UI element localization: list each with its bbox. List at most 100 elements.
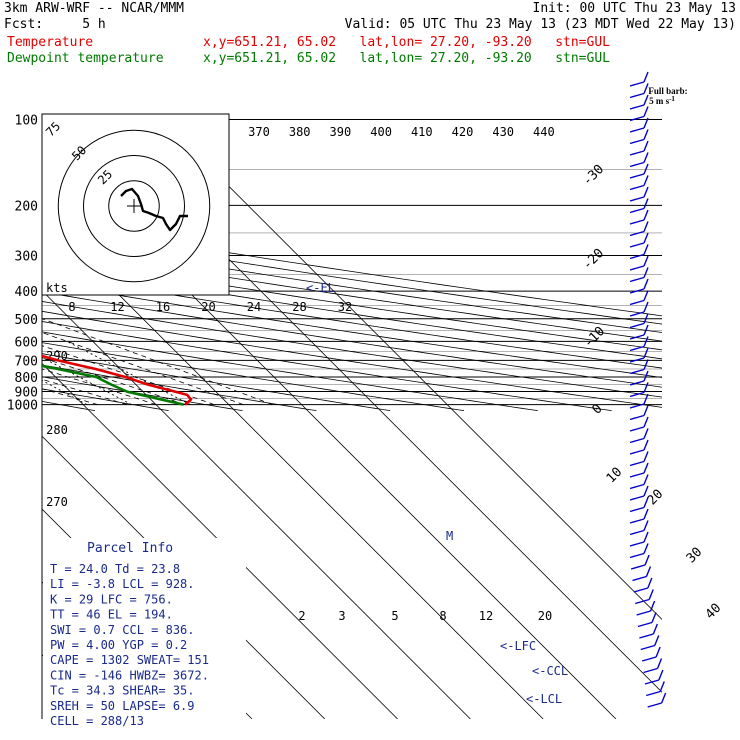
parcel-row: LI = -3.8 LCL = 928. — [50, 577, 195, 591]
temperature-legend-info: x,y=651.21, 65.02 lat,lon= 27.20, -93.20… — [203, 35, 610, 50]
wind-barb — [629, 506, 645, 513]
moist-adiabat — [42, 357, 186, 405]
pressure-label: 1000 — [7, 399, 38, 414]
wind-barb-flag — [643, 83, 649, 94]
wind-barb-flag — [643, 94, 649, 106]
wind-barb-flag — [643, 347, 649, 359]
theta-label-left: 280 — [46, 423, 68, 437]
barb-legend-value: 5 m s-1 — [649, 95, 675, 106]
wind-barb-flag — [643, 439, 649, 451]
wind-barb — [629, 483, 645, 490]
wind-barb — [629, 230, 645, 237]
theta-label: 400 — [370, 125, 392, 139]
wind-barb — [635, 598, 650, 605]
dry-adiabat — [42, 388, 169, 411]
wind-barb — [629, 299, 645, 306]
wind-barb-flag — [649, 600, 656, 612]
wind-barb-flag — [643, 301, 649, 313]
wind-barb-flag — [659, 681, 665, 692]
dewpoint-profile — [42, 364, 184, 406]
wind-barb — [629, 334, 645, 340]
parcel-info-box: Parcel Info T = 24.0 Td = 23.8LI = -3.8 L… — [43, 538, 246, 728]
wind-barb — [633, 587, 649, 593]
level-markers: <-EL <-LFC <-CCL <-LCL M — [306, 281, 568, 706]
parcel-row: CAPE = 1302 SWEAT= 151 — [50, 653, 209, 667]
wind-barb — [629, 426, 645, 432]
wind-barb — [629, 115, 645, 122]
wind-barb — [637, 621, 653, 628]
wind-barb-flag — [644, 554, 650, 566]
theta-label: 380 — [289, 125, 311, 139]
wind-barb-flag — [643, 186, 649, 198]
wind-barb-flag — [643, 405, 649, 416]
parcel-row: K = 29 LFC = 756. — [50, 592, 173, 606]
wind-barb — [629, 311, 645, 317]
profiles — [42, 354, 193, 406]
parcel-row: PW = 4.00 YGP = 0.2 — [50, 638, 187, 652]
wind-barb — [629, 322, 645, 329]
parcel-row: SWI = 0.7 CCL = 836. — [50, 623, 195, 637]
wind-barb — [629, 541, 645, 547]
wind-barb-flag — [643, 474, 649, 485]
dry-adiabat — [42, 342, 465, 411]
isotherm — [156, 114, 662, 620]
wind-barb-flag — [643, 152, 649, 163]
dry-adiabat — [42, 272, 662, 369]
dry-adiabat — [42, 291, 662, 388]
wind-barb — [641, 656, 657, 662]
dry-adiabat — [42, 321, 612, 411]
wind-barb-flag — [647, 577, 653, 589]
mixing-ratio-label: 16 — [156, 300, 170, 314]
init-time: Init: 00 UTC Thu 23 May 13 — [532, 1, 737, 16]
theta-label: 370 — [248, 125, 270, 139]
hodograph-ring — [83, 155, 185, 257]
hodograph-kts-label: kts — [46, 281, 68, 295]
parcel-row: SREH = 50 LAPSE= 6.9 — [50, 699, 195, 713]
wind-barb — [629, 196, 645, 202]
wind-barb-flag — [643, 175, 649, 186]
dry-adiabat — [42, 301, 662, 398]
wind-barb-flag — [645, 566, 652, 577]
wind-barb-flag — [643, 198, 649, 209]
wind-barb-flag — [658, 669, 664, 681]
wind-barb-flag — [660, 692, 667, 704]
mixing-ratio-label: 28 — [292, 300, 306, 314]
wind-barb — [632, 575, 647, 582]
wind-barb — [629, 414, 645, 421]
pressure-label: 700 — [15, 354, 38, 369]
theta-label: 390 — [330, 125, 352, 139]
wind-barb-flag — [643, 244, 649, 255]
wind-barb-flag — [643, 278, 649, 290]
mixing-ratio-label: 24 — [247, 300, 261, 314]
wind-barb — [629, 161, 645, 168]
level-marker: <-CCL — [532, 664, 568, 678]
wind-barb-flag — [643, 209, 649, 221]
barb-legend-title: Full barb: — [648, 86, 687, 96]
mixing-ratio-label: 2 — [298, 609, 305, 623]
wind-barb-flag — [643, 382, 649, 393]
wind-barb — [640, 644, 655, 651]
pressure-label: 300 — [15, 250, 38, 265]
isotherm-label-right: -30 — [580, 162, 607, 189]
wind-barb-flag — [643, 451, 649, 462]
wind-barb-flag — [654, 635, 660, 646]
wind-barb-flag — [643, 462, 649, 474]
mixing-ratio-label: 3 — [338, 609, 345, 623]
pressure-label: 900 — [15, 386, 38, 401]
wind-barbs — [629, 71, 667, 708]
wind-barb — [630, 564, 646, 570]
wind-barb — [629, 150, 645, 156]
mixing-ratio-line — [66, 340, 191, 406]
wind-barb — [629, 138, 645, 145]
wind-barb — [629, 391, 645, 398]
wind-barb-flag — [643, 140, 649, 152]
wind-barb-flag — [643, 393, 649, 405]
wind-barb — [639, 633, 654, 639]
theta-label: 420 — [452, 125, 474, 139]
dry-adiabat — [42, 353, 391, 411]
model-title: 3km ARW-WRF -- NCAR/MMM — [4, 1, 185, 16]
isotherm — [42, 362, 398, 719]
wind-barb-flag — [643, 163, 649, 175]
wind-barb-flag — [643, 531, 649, 543]
hodograph-frame — [41, 113, 230, 296]
